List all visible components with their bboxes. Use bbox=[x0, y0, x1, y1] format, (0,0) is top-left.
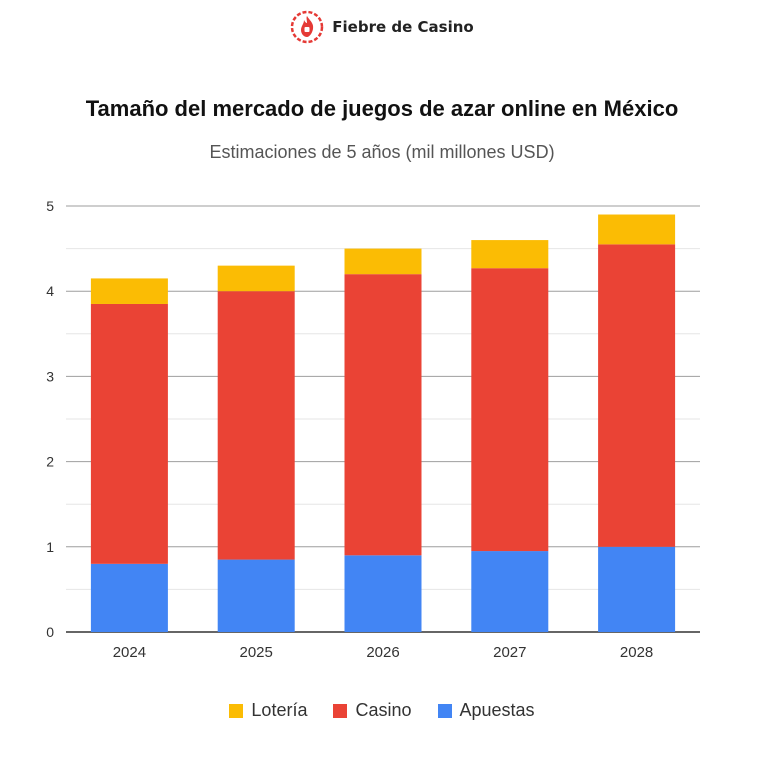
bar-segment-loteria bbox=[344, 248, 422, 275]
y-tick-label: 3 bbox=[46, 368, 54, 384]
legend-label: Casino bbox=[355, 700, 412, 720]
bar-segment-casino bbox=[90, 303, 168, 564]
legend-item: Apuestas bbox=[437, 700, 535, 721]
chart-subtitle: Estimaciones de 5 años (mil millones USD… bbox=[209, 142, 555, 162]
bar-segment-casino bbox=[344, 274, 422, 556]
x-tick-label: 2024 bbox=[113, 644, 146, 661]
bar-segment-casino bbox=[217, 291, 295, 560]
y-tick-label: 2 bbox=[46, 454, 54, 470]
bar-segment-loteria bbox=[90, 278, 168, 304]
bar-segment-apuestas bbox=[598, 546, 676, 632]
x-tick-label: 2026 bbox=[366, 644, 399, 661]
bar-segment-loteria bbox=[471, 240, 549, 269]
brand-header: Fiebre de Casino bbox=[0, 6, 764, 48]
y-tick-label: 4 bbox=[46, 283, 54, 299]
legend-swatch bbox=[229, 703, 244, 718]
chart-title: Tamaño del mercado de juegos de azar onl… bbox=[85, 96, 679, 121]
bar-segment-loteria bbox=[598, 214, 676, 245]
legend-swatch bbox=[333, 703, 348, 718]
bar-segment-apuestas bbox=[217, 559, 295, 632]
y-tick-label: 0 bbox=[46, 624, 54, 640]
bar-segment-apuestas bbox=[344, 555, 422, 632]
y-tick-label: 1 bbox=[46, 539, 54, 555]
chart-legend: Lotería Casino Apuestas bbox=[0, 700, 764, 721]
bar-segment-loteria bbox=[217, 265, 295, 292]
x-tick-label: 2025 bbox=[240, 644, 273, 661]
legend-label: Apuestas bbox=[459, 700, 535, 720]
brand-name: Fiebre de Casino bbox=[332, 18, 474, 36]
y-tick-label: 5 bbox=[46, 198, 54, 214]
stacked-bar-chart: 0 1 2 3 4 5 2024 2025 2026 2027 2028 bbox=[46, 198, 700, 661]
legend-swatch bbox=[437, 703, 452, 718]
bar-segment-apuestas bbox=[90, 563, 168, 632]
legend-item: Lotería bbox=[229, 700, 307, 721]
x-tick-label: 2028 bbox=[620, 644, 653, 661]
flame-dice-icon bbox=[291, 10, 324, 44]
legend-label: Lotería bbox=[251, 700, 308, 720]
legend-item: Casino bbox=[333, 700, 412, 721]
bar-segment-casino bbox=[598, 244, 676, 547]
x-tick-label: 2027 bbox=[493, 644, 526, 661]
bar-segment-casino bbox=[471, 268, 549, 552]
bar-segment-apuestas bbox=[471, 551, 549, 632]
